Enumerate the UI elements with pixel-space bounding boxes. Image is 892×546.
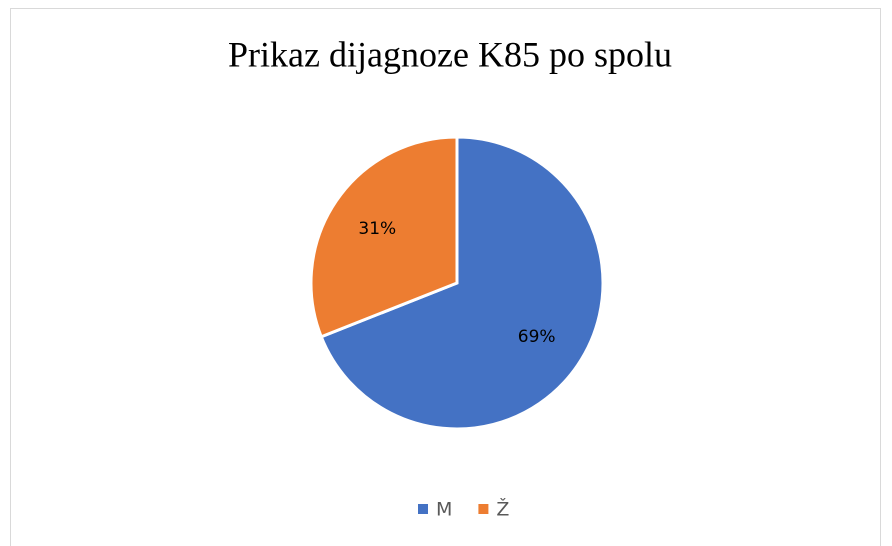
pie-slice	[319, 135, 605, 431]
chart-title: Prikaz dijagnoze K85 po spolu	[228, 34, 672, 74]
legend-swatch	[478, 504, 489, 514]
legend-swatch	[418, 504, 428, 514]
legend-label: M	[436, 499, 452, 521]
legend-label: Ž	[496, 498, 509, 521]
data-label: 31%	[358, 219, 396, 239]
data-label: 69%	[518, 327, 556, 347]
pie-slice	[309, 135, 459, 339]
